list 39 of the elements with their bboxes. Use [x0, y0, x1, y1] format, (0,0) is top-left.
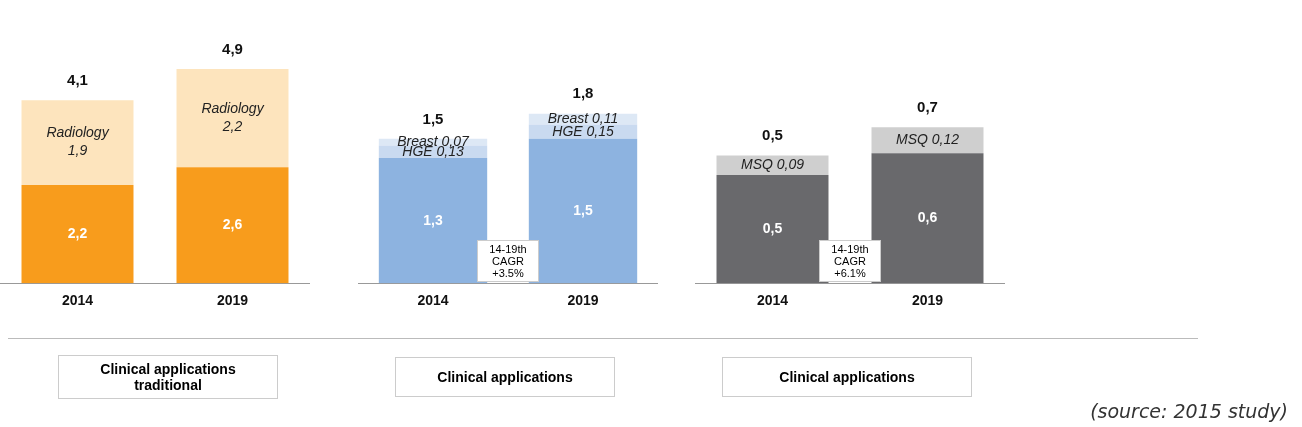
text: Radiology [201, 99, 264, 116]
bar [176, 167, 289, 284]
data-label: 2,6 [222, 216, 243, 233]
data-label: 2,2 [221, 117, 243, 134]
bar [21, 100, 134, 185]
x-tick-label: 2014 [756, 292, 789, 309]
x-tick-label: 2019 [911, 292, 944, 309]
data-label: 2,2 [67, 224, 88, 241]
bar [176, 68, 289, 168]
bar [528, 138, 638, 284]
x-axis-title: Clinical applications traditional [58, 355, 278, 399]
x-axis-title: Clinical applications [395, 357, 615, 397]
series-label: Radiology [46, 124, 110, 141]
annotation: 14-19th CAGR +3.5% [477, 240, 539, 282]
data-label: 0,5 [762, 219, 783, 236]
x-tick-label: 2014 [61, 292, 94, 309]
x-axis-title: Clinical applications [722, 357, 972, 397]
total-label: 4,9 [222, 39, 243, 57]
bar [871, 153, 984, 284]
total-label: 0,7 [917, 97, 938, 115]
x-tick-label: 2019 [567, 292, 599, 309]
annotation: 14-19th CAGR +6.1% [819, 240, 881, 282]
data-label: 0,6 [917, 209, 938, 226]
x-tick-label: 2019 [216, 292, 249, 309]
total-label: 1,8 [572, 84, 594, 102]
text: MSQ 0,09 [740, 156, 805, 173]
data-label: 1,3 [423, 211, 443, 228]
total-label: 1,5 [422, 109, 444, 127]
total-label: 4,1 [67, 70, 88, 88]
text: Breast 0,11 [547, 110, 619, 127]
data-label: 1,5 [573, 201, 593, 218]
bar [378, 158, 488, 284]
text: MSQ 0,12 [895, 131, 960, 148]
total-label: 0,5 [762, 126, 783, 144]
x-tick-label: 2014 [417, 292, 449, 309]
bar [716, 174, 829, 284]
data-label: 1,9 [67, 142, 88, 159]
bar [21, 184, 134, 284]
text: (source: 2015 study) [1090, 400, 1288, 422]
